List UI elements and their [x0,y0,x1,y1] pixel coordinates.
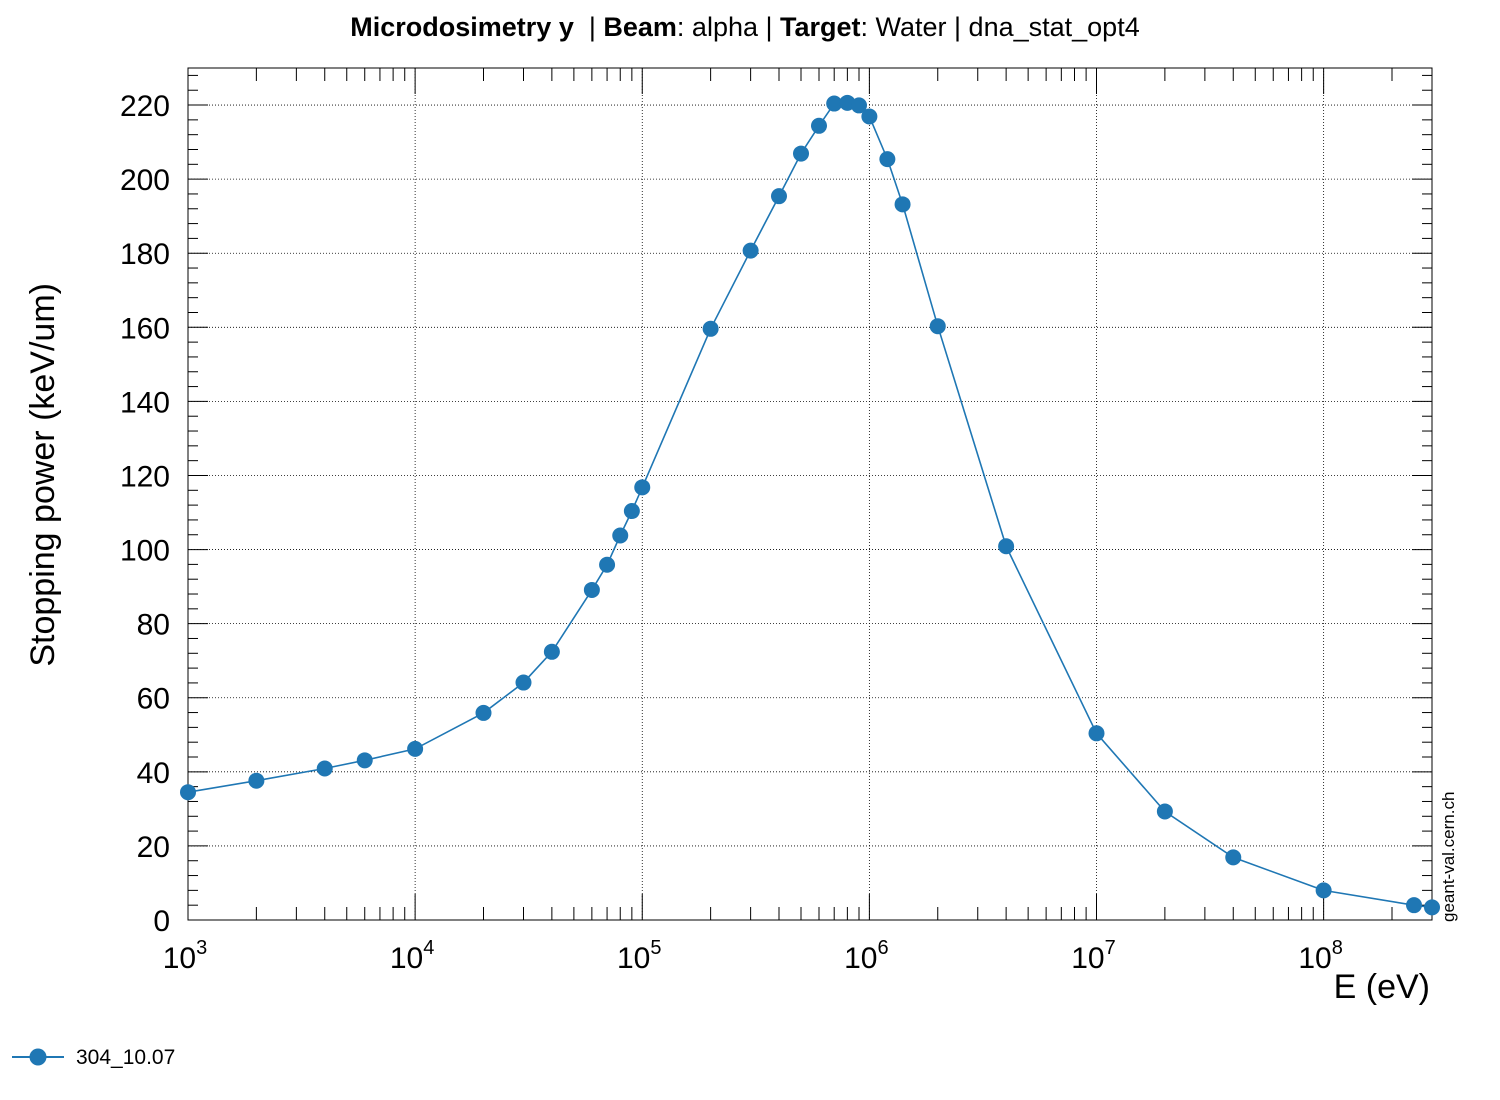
data-point [515,674,532,691]
chart-title: Microdosimetry y | Beam: alpha | Target:… [350,12,1139,42]
watermark-text: geant-val.cern.ch [1439,792,1458,922]
data-point [634,479,651,496]
x-axis-title: E (eV) [1334,968,1430,1006]
data-point [793,145,810,162]
data-point [1088,725,1105,742]
data-point [861,108,878,125]
y-tick-label: 40 [137,757,170,790]
data-point [879,151,896,168]
data-point [356,752,373,769]
x-tick-label: 105 [617,937,662,975]
x-tick-label: 107 [1071,937,1116,975]
data-point [316,760,333,777]
data-point [810,117,827,134]
data-point [1406,897,1423,914]
x-tick-label: 106 [844,937,889,975]
y-tick-label: 100 [120,535,170,568]
y-tick-label: 200 [120,164,170,197]
y-tick-label: 120 [120,460,170,493]
x-tick-label: 108 [1298,937,1343,975]
data-point [1156,803,1173,820]
title-sep1: | [574,12,604,42]
title-part3-value: : Water | dna_stat_opt4 [861,12,1140,42]
data-point [998,538,1015,555]
data-point [826,95,843,112]
title-part2-label: Beam [603,12,677,42]
data-point [742,242,759,259]
y-tick-label: 80 [137,609,170,642]
title-part3-label: Target [780,12,861,42]
data-point [702,320,719,337]
title-part1: Microdosimetry y [350,12,574,42]
legend-label: 304_10.07 [76,1046,175,1069]
data-point [599,556,616,573]
data-point [180,784,196,801]
data-point [929,318,946,335]
data-point [407,740,424,757]
data-point [1424,899,1440,916]
x-tick-label: 104 [390,937,435,975]
data-point [248,772,265,789]
y-tick-label: 20 [137,831,170,864]
data-point [1225,849,1242,866]
data-point [1315,882,1332,899]
data-point [623,503,640,520]
data-point [583,581,600,598]
legend-marker [29,1048,47,1066]
data-point [770,188,787,205]
data-point [475,704,492,721]
legend: 304_10.07 [12,1046,175,1069]
y-tick-label: 220 [120,90,170,123]
y-tick-label: 180 [120,238,170,271]
grid [188,68,1432,920]
y-tick-label: 140 [120,386,170,419]
x-tick-label: 103 [163,937,208,975]
y-tick-label: 160 [120,312,170,345]
y-tick-label: 60 [137,683,170,716]
data-point [850,97,867,114]
title-part2-value: : alpha | [677,12,780,42]
series-layer [180,94,1440,916]
series-line [187,101,1433,909]
x-tick-labels: 103 104 105 106 107 108 [163,937,1343,975]
axis-ticks [187,68,1433,921]
data-point [543,643,560,660]
data-point [612,527,629,544]
y-tick-labels: 0 20 40 60 80 100 120 140 160 180 200 220 [120,90,170,938]
y-axis-title: Stopping power (keV/um) [24,283,62,667]
plot-frame [187,67,1433,921]
y-tick-label: 0 [153,905,170,938]
data-point [894,196,911,213]
